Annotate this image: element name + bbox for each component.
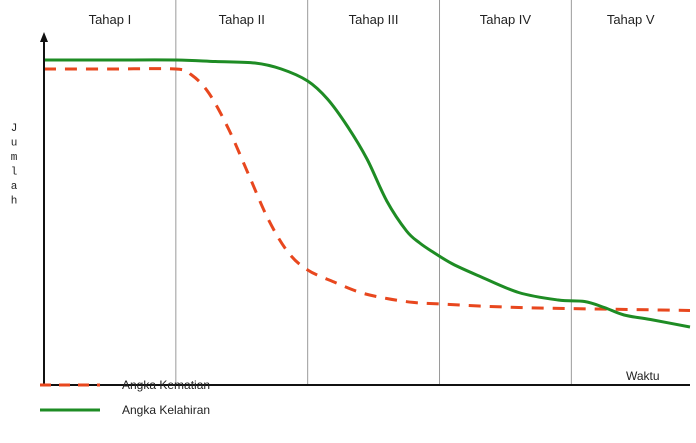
legend-item-death-rate: Angka Kematian (40, 372, 210, 397)
y-axis-label-char: J (11, 123, 18, 135)
legend-label: Angka Kelahiran (122, 402, 211, 417)
stage-labels: Tahap I Tahap II Tahap III Tahap IV Tahap V (89, 12, 655, 27)
y-axis-arrow-icon (40, 32, 48, 42)
stage-label: Tahap I (89, 12, 132, 27)
legend: Angka Kematian Angka Kelahiran (40, 372, 210, 422)
y-axis-label-char: h (11, 196, 18, 208)
stage-label: Tahap IV (480, 12, 532, 27)
legend-item-birth-rate: Angka Kelahiran (40, 397, 210, 422)
y-axis-label-char: m (11, 152, 18, 164)
stage-dividers (175, 0, 572, 385)
y-axis-label-char: a (11, 181, 18, 193)
stage-label: Tahap V (607, 12, 655, 27)
axes (40, 32, 690, 386)
death-rate-line (44, 67, 691, 312)
legend-swatch-dashed (40, 380, 100, 390)
y-axis-label-char: l (11, 167, 18, 179)
legend-label: Angka Kematian (122, 377, 211, 392)
series-layer (44, 58, 691, 329)
stage-label: Tahap II (219, 12, 265, 27)
birth-rate-line (44, 58, 691, 329)
x-axis-label: Waktu (626, 369, 660, 383)
stage-label: Tahap III (349, 12, 399, 27)
y-axis-label-char: u (11, 138, 18, 150)
legend-swatch-solid (40, 405, 100, 415)
